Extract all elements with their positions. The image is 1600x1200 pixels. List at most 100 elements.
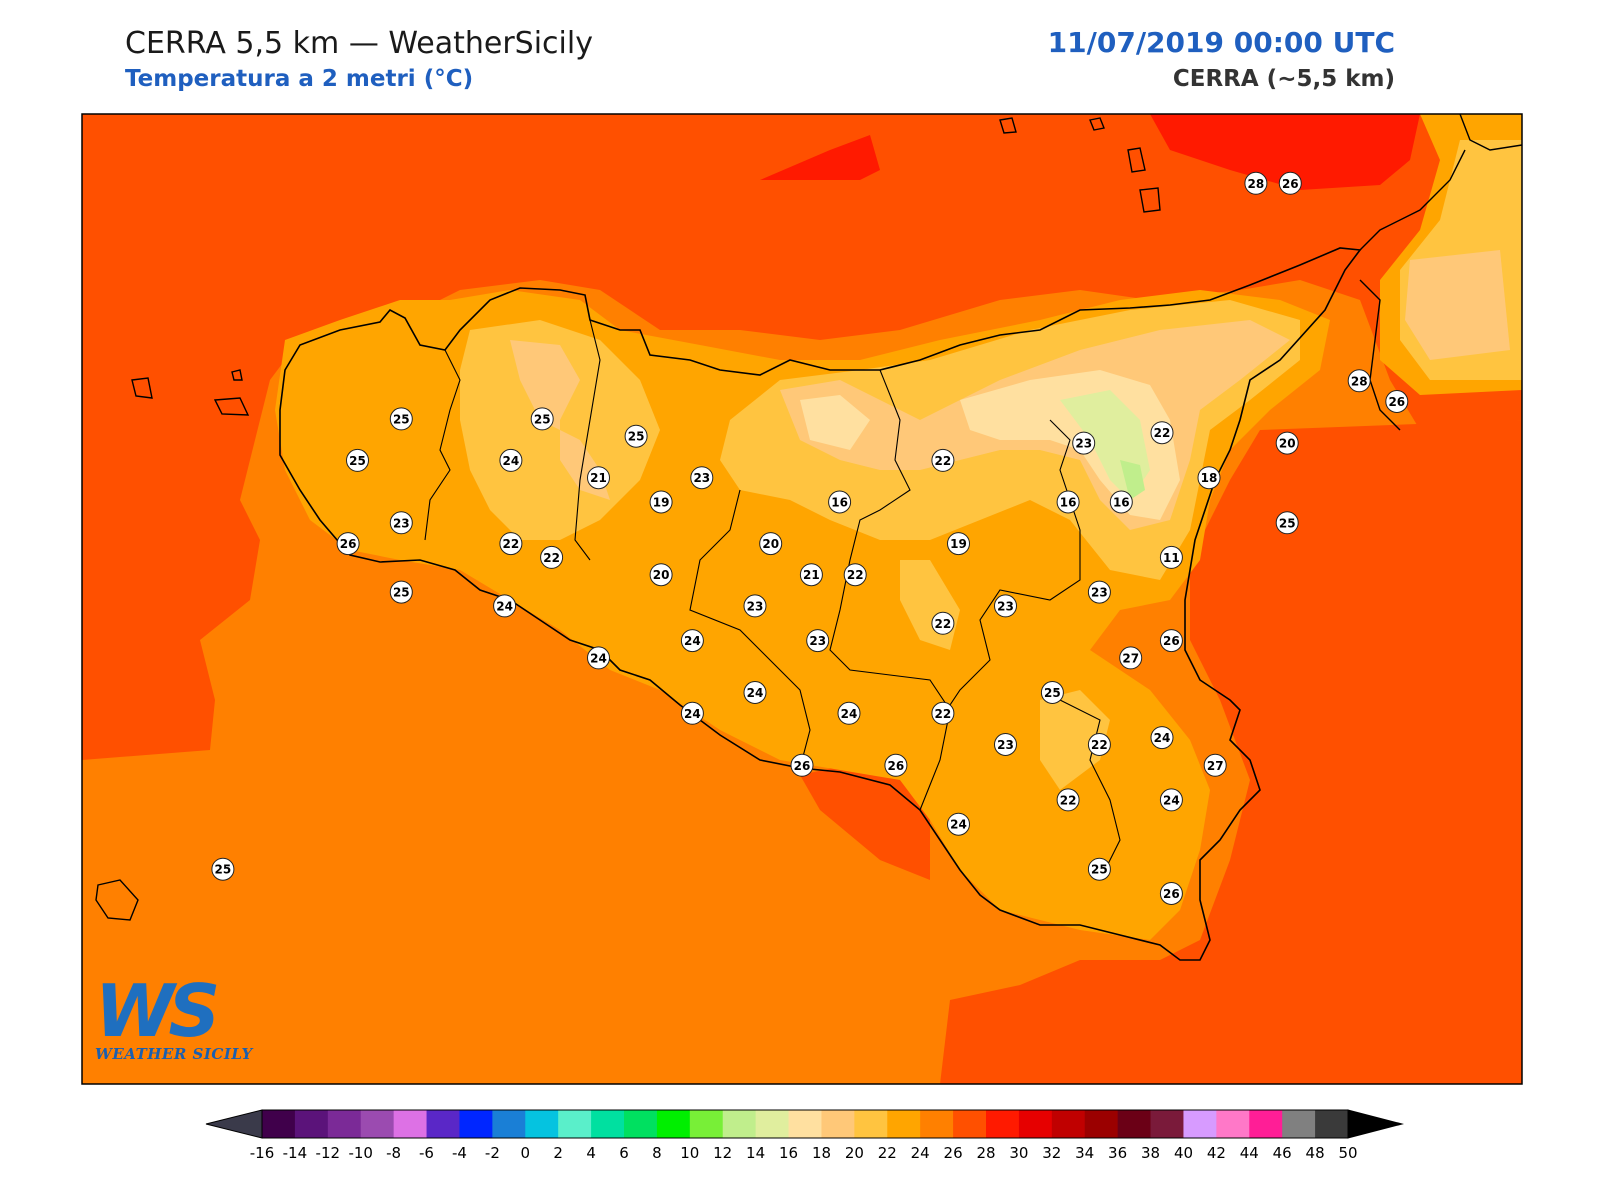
colorbar-tick-label: 26 (944, 1144, 963, 1162)
colorbar-segment (262, 1110, 296, 1138)
station-value-label: 25 (1044, 686, 1061, 700)
station-value-label: 20 (653, 568, 670, 582)
colorbar-tick-label: 50 (1338, 1144, 1357, 1162)
station-marker (1159, 788, 1183, 812)
colorbar-tick-label: 44 (1240, 1144, 1259, 1162)
station-marker (649, 490, 673, 514)
colorbar-segment (393, 1110, 428, 1138)
colorbar-tick-label: 24 (911, 1144, 930, 1162)
colorbar-segment (360, 1110, 395, 1138)
colorbar-tick-label: 14 (746, 1144, 765, 1162)
station-value-label: 27 (1122, 651, 1139, 665)
station-value-label: 26 (794, 759, 811, 773)
station-marker (1347, 369, 1371, 393)
station-marker (1159, 629, 1183, 653)
station-marker (1275, 431, 1299, 455)
colorbar: -16 -14 -12 -10 -8 -6 -4 -2 0 2 4 6 8 10 12 14 16 18 20 22 2… (205, 1109, 1404, 1162)
station-value-label: 26 (1282, 177, 1299, 191)
colorbar-segment (294, 1110, 329, 1138)
valid-datetime: 11/07/2019 00:00 UTC (1047, 26, 1395, 59)
station-value-label: 27 (1207, 759, 1224, 773)
colorbar-tick-label: 38 (1141, 1144, 1160, 1162)
colorbar-segment (1183, 1110, 1217, 1138)
colorbar-segment (755, 1110, 790, 1138)
province-borders (424, 319, 1121, 881)
colorbar-tick-label: -6 (419, 1144, 434, 1162)
station-marker (790, 753, 814, 777)
colorbar-segment (525, 1110, 559, 1138)
station-value-label: 22 (543, 551, 560, 565)
field-band-26-28-gela (800, 760, 930, 880)
weather-sicily-logo: WS WEATHER SICILY (95, 975, 255, 1075)
station-value-label: 23 (1075, 437, 1092, 451)
station-value-label: 26 (340, 537, 357, 551)
station-value-label: 24 (950, 818, 967, 832)
colorbar-segment (821, 1110, 855, 1138)
station-value-label: 26 (888, 759, 905, 773)
field-band-18-20-west (510, 340, 610, 500)
map-subtitle: Temperatura a 2 metri (°C) (125, 66, 474, 92)
station-marker (1150, 421, 1174, 445)
station-value-label: 16 (1060, 496, 1077, 510)
station-value-label: 24 (496, 599, 513, 613)
colorbar-tick-label: 2 (553, 1144, 563, 1162)
station-value-label: 19 (950, 537, 967, 551)
colorbar-segment (1018, 1110, 1053, 1138)
station-value-label: 20 (1279, 437, 1296, 451)
station-marker (499, 448, 523, 472)
colorbar-segment (887, 1110, 921, 1138)
colorbar-tick-label: 6 (619, 1144, 629, 1162)
station-value-label: 16 (1113, 496, 1130, 510)
islands (95, 113, 1523, 921)
colorbar-tick-label: 30 (1009, 1144, 1028, 1162)
station-marker (1087, 857, 1111, 881)
station-marker (931, 701, 955, 725)
station-value-label: 25 (349, 454, 366, 468)
station-marker (624, 424, 648, 448)
station-value-label: 25 (534, 412, 551, 426)
station-value-label: 26 (1388, 395, 1405, 409)
colorbar-tick-label: 32 (1042, 1144, 1061, 1162)
colorbar-tick-label: 18 (812, 1144, 831, 1162)
colorbar-segment (953, 1110, 987, 1138)
colorbar-segment (1216, 1110, 1250, 1138)
station-value-label: 25 (393, 586, 410, 600)
field-band-28-30-northeast (1150, 114, 1420, 190)
station-marker (994, 733, 1017, 756)
station-marker (799, 563, 823, 587)
station-value-label: 22 (935, 707, 952, 721)
sicily-coastline (279, 247, 1362, 961)
field-band-26-28-north (82, 114, 1522, 760)
egadi-islands (131, 377, 250, 416)
station-value-label: 22 (1060, 793, 1077, 807)
station-value-label: 26 (1163, 887, 1180, 901)
station-marker (947, 812, 970, 836)
map-frame (81, 113, 1523, 1085)
station-marker (843, 563, 867, 587)
station-value-label: 22 (1091, 738, 1108, 752)
station-marker (690, 466, 714, 490)
station-value-label: 16 (831, 496, 848, 510)
station-marker (1087, 580, 1111, 604)
station-marker (1278, 171, 1302, 195)
colorbar-tick-label: -16 (250, 1144, 275, 1162)
colorbar-segment (558, 1110, 592, 1138)
colorbar-tick-label: 28 (976, 1144, 995, 1162)
colorbar-frame (261, 1109, 1349, 1139)
station-marker (587, 466, 610, 490)
station-marker (1159, 545, 1183, 569)
station-marker (806, 629, 830, 653)
station-marker (680, 701, 704, 725)
colorbar-segment (1084, 1110, 1119, 1138)
station-value-label: 24 (841, 707, 858, 721)
colorbar-segment (1315, 1110, 1349, 1138)
station-marker (1056, 788, 1080, 812)
field-band-26-28-east (940, 420, 1522, 1084)
station-marker (587, 646, 610, 670)
station-value-label: 21 (803, 568, 820, 582)
station-value-label: 22 (847, 568, 864, 582)
station-marker (743, 681, 767, 704)
station-value-label: 22 (503, 537, 520, 551)
colorbar-segment (426, 1110, 460, 1138)
